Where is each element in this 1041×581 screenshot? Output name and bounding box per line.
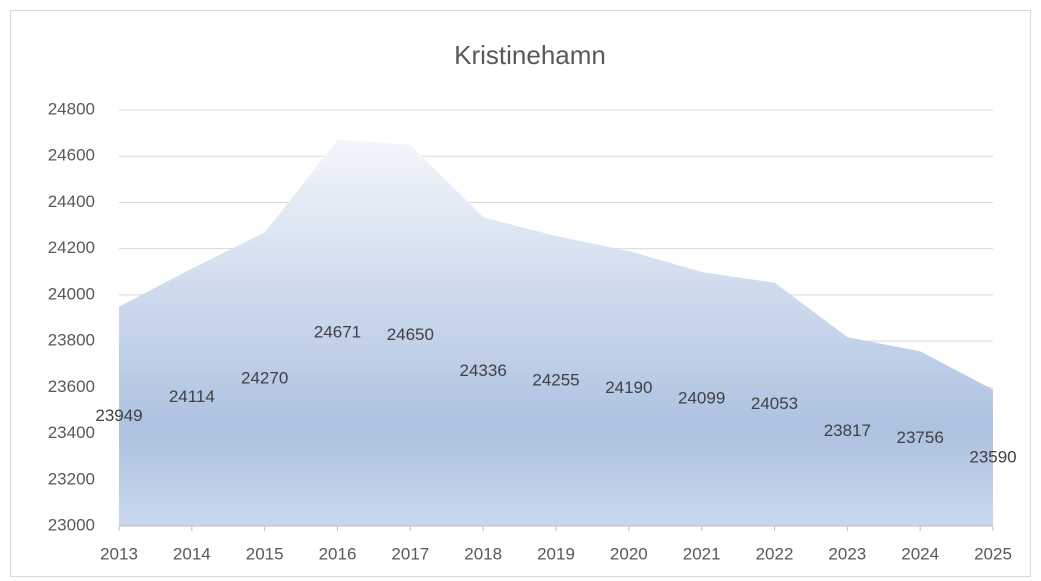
x-tick-label: 2016	[319, 544, 357, 563]
x-tick-label: 2015	[246, 544, 284, 563]
x-tick-label: 2018	[464, 544, 502, 563]
data-label: 24099	[678, 388, 725, 407]
y-tick-label: 23600	[48, 377, 95, 396]
data-label: 23817	[824, 421, 871, 440]
x-tick-label: 2022	[756, 544, 794, 563]
area	[119, 139, 993, 526]
y-tick-label: 24200	[48, 238, 95, 257]
y-tick-label: 24000	[48, 284, 95, 303]
data-label: 24270	[241, 369, 288, 388]
data-label: 23590	[969, 447, 1016, 466]
y-tick-label: 24800	[48, 99, 95, 118]
y-tick-label: 23800	[48, 331, 95, 350]
x-tick-label: 2019	[537, 544, 575, 563]
chart-title: Kristinehamn	[454, 40, 606, 70]
y-tick-label: 24400	[48, 192, 95, 211]
data-label: 24671	[314, 322, 361, 341]
y-tick-label: 23400	[48, 423, 95, 442]
y-tick-label: 23200	[48, 469, 95, 488]
x-tick-label: 2024	[901, 544, 939, 563]
data-label: 24255	[532, 370, 579, 389]
data-label: 24053	[751, 394, 798, 413]
x-tick-label: 2013	[100, 544, 138, 563]
y-tick-label: 24600	[48, 146, 95, 165]
y-tick-label: 23000	[48, 515, 95, 534]
x-tick-label: 2014	[173, 544, 211, 563]
data-label: 24336	[460, 361, 507, 380]
data-label: 24190	[605, 378, 652, 397]
data-label: 23949	[95, 406, 142, 425]
x-tick-label: 2023	[828, 544, 866, 563]
x-tick-label: 2020	[610, 544, 648, 563]
data-label: 24650	[387, 325, 434, 344]
data-label: 23756	[897, 428, 944, 447]
x-tick-label: 2021	[683, 544, 721, 563]
data-label: 24114	[169, 387, 215, 406]
x-tick-label: 2017	[391, 544, 429, 563]
x-tick-label: 2025	[974, 544, 1012, 563]
